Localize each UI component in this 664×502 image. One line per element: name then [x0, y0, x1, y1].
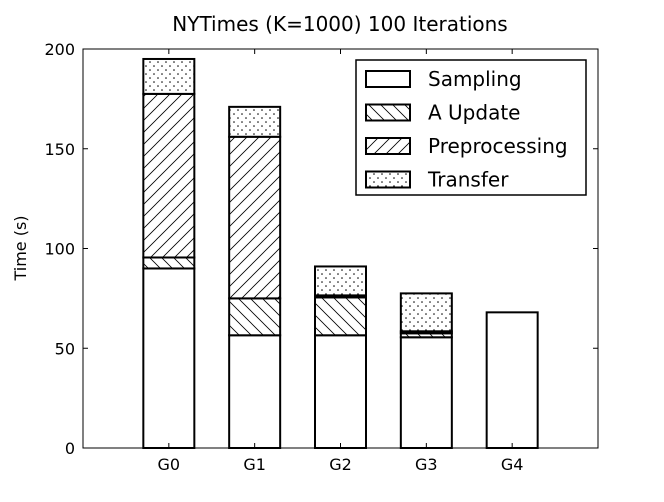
- legend-swatch: [365, 170, 411, 189]
- plot-area: [142, 57, 539, 450]
- legend-swatch: [365, 137, 411, 155]
- bar-segment: [142, 267, 196, 450]
- x-tick-label: G2: [329, 455, 352, 474]
- y-tick-label: 200: [44, 40, 75, 59]
- legend-swatch: [365, 70, 411, 88]
- bar-segment: [228, 297, 282, 337]
- bar-segment: [228, 334, 282, 449]
- legend-label: Preprocessing: [428, 134, 568, 158]
- bar-segment: [142, 57, 196, 95]
- bar-segment: [314, 296, 367, 337]
- bar-segment: [142, 92, 196, 259]
- legend-swatch: [365, 103, 411, 122]
- legend-label: Transfer: [427, 168, 509, 192]
- x-tick-label: G3: [415, 455, 438, 474]
- y-axis-label: Time (s): [11, 215, 30, 281]
- legend-label: A Update: [428, 101, 520, 125]
- bar-segment: [228, 135, 282, 300]
- bar-segment: [142, 256, 196, 270]
- legend: Sampling A Update Preprocessing Transfer: [355, 59, 587, 196]
- y-tick-label: 150: [44, 140, 75, 159]
- y-tick-label: 100: [44, 240, 75, 259]
- bar-segment: [399, 292, 453, 333]
- chart-title: NYTimes (K=1000) 100 Iterations: [172, 12, 507, 36]
- bar-segment: [228, 105, 282, 138]
- x-tick-label: G1: [243, 455, 266, 474]
- bar-segment: [485, 311, 539, 449]
- legend-label: Sampling: [428, 67, 522, 91]
- y-tick-label: 50: [55, 339, 75, 358]
- bar-segment: [314, 265, 367, 297]
- bar-segment: [399, 336, 453, 449]
- x-tick-label: G4: [501, 455, 524, 474]
- bar-segment: [314, 334, 367, 449]
- y-tick-label: 0: [65, 439, 75, 458]
- x-tick-label: G0: [158, 455, 181, 474]
